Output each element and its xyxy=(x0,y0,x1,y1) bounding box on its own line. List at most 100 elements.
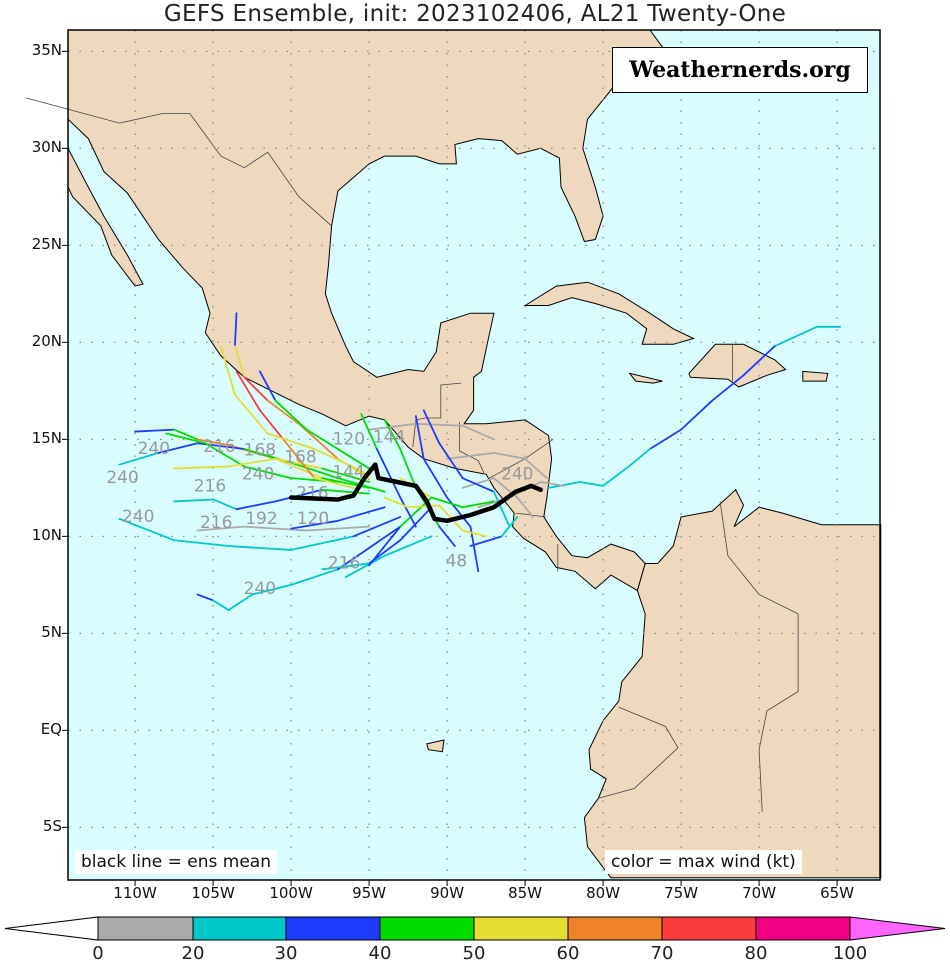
colorbar-bin-20-30 xyxy=(192,916,287,941)
ensemble-member-track xyxy=(383,496,487,538)
lon-label: 85W xyxy=(508,884,543,902)
colorbar-label: 60 xyxy=(556,943,580,964)
colorbar-label: 80 xyxy=(744,943,768,964)
map-frame xyxy=(67,29,881,881)
track-segment xyxy=(243,465,292,480)
track-segment xyxy=(235,370,261,412)
track-segment xyxy=(196,593,214,602)
track-segment xyxy=(446,452,495,460)
track-segment xyxy=(234,345,246,379)
cuba-landmass xyxy=(523,281,696,345)
track-segment xyxy=(321,488,370,495)
puerto-rico-landmass xyxy=(802,370,829,382)
track-segment xyxy=(368,422,417,431)
south-america-landmass xyxy=(583,488,882,879)
track-segment xyxy=(422,457,448,499)
lon-label: 80W xyxy=(586,884,621,902)
colorbar-bin-0-20 xyxy=(97,916,194,941)
colorbar-bin-70-80 xyxy=(661,916,757,941)
track-segment xyxy=(266,432,316,450)
ensemble-member-track xyxy=(118,516,402,551)
forecast-hour-label: 216 xyxy=(194,477,226,497)
colorbar-label: 20 xyxy=(181,943,205,964)
baja-california-landmass xyxy=(67,148,144,287)
track-segment xyxy=(461,529,487,538)
track-segment xyxy=(547,481,581,489)
track-segment xyxy=(375,448,402,499)
ensemble-member-track xyxy=(422,409,511,528)
ensemble-member-track xyxy=(290,506,386,530)
ensemble-member-track xyxy=(235,370,355,489)
lat-label: 20N xyxy=(31,332,62,351)
track-segment xyxy=(352,516,402,538)
track-segment xyxy=(461,500,495,509)
track-segment xyxy=(173,428,199,441)
forecast-hour-label: 240 xyxy=(122,507,154,527)
axis-ticks xyxy=(62,50,838,886)
lon-label: 65W xyxy=(820,884,855,902)
colorbar-bin-80-100 xyxy=(755,916,851,941)
track-segment xyxy=(461,424,495,441)
track-segment xyxy=(173,539,230,547)
colorbar-label: 40 xyxy=(368,943,392,964)
lat-label: 35N xyxy=(31,41,62,60)
track-segment xyxy=(430,496,464,509)
track-segment xyxy=(274,399,308,431)
track-segment xyxy=(461,477,495,489)
north-america-landmass xyxy=(67,29,667,592)
track-segment xyxy=(773,325,818,348)
track-segment xyxy=(274,457,324,470)
track-segment xyxy=(344,554,386,578)
lon-label: 95W xyxy=(352,884,387,902)
forecast-hour-label: 120 xyxy=(297,509,329,529)
chart-title: GEFS Ensemble, init: 2023102406, AL21 Tw… xyxy=(163,1,787,27)
galapagos-landmass xyxy=(426,739,445,753)
legend-color-note: color = max wind (kt) xyxy=(605,850,802,874)
track-segment xyxy=(234,393,269,435)
track-segment xyxy=(258,409,285,441)
jamaica-landmass xyxy=(628,372,663,384)
track-segment xyxy=(157,442,199,454)
track-segment xyxy=(407,504,441,509)
track-segment xyxy=(414,422,464,427)
track-segment xyxy=(282,438,316,480)
forecast-hour-label: 240 xyxy=(242,464,274,484)
country-border xyxy=(489,438,554,479)
track-segment xyxy=(383,535,433,557)
track-segment xyxy=(227,593,253,611)
track-segment xyxy=(165,432,207,445)
track-segment xyxy=(305,428,339,450)
track-segment xyxy=(235,500,277,511)
track-segment xyxy=(321,562,370,571)
track-segment xyxy=(399,496,417,528)
lon-label: 75W xyxy=(664,884,699,902)
track-segment xyxy=(212,498,238,511)
track-segment xyxy=(630,448,651,466)
track-segment xyxy=(336,506,386,522)
colorbar-label: 30 xyxy=(274,943,298,964)
forecast-hour-label: 216 xyxy=(200,513,232,533)
forecast-hour-label: 240 xyxy=(501,464,533,484)
lon-label: 110W xyxy=(113,884,157,902)
lat-label: 5S xyxy=(42,817,62,836)
forecast-hour-label: 192 xyxy=(245,509,277,529)
colorbar-label: 50 xyxy=(462,943,486,964)
track-segment xyxy=(711,374,745,402)
mean-track-line xyxy=(288,462,543,524)
track-segment xyxy=(219,345,236,396)
track-segment xyxy=(336,448,370,470)
ensemble-member-track xyxy=(446,452,548,480)
track-segment xyxy=(134,428,175,433)
lat-label: 15N xyxy=(31,429,62,448)
track-segment xyxy=(414,415,425,460)
track-segment xyxy=(290,461,339,480)
lat-label: EQ xyxy=(40,720,62,739)
colorbar-bin-30-40 xyxy=(285,916,381,941)
track-segment xyxy=(516,496,534,518)
ensemble-member-track xyxy=(547,325,842,489)
colorbar xyxy=(4,916,946,941)
track-segment xyxy=(422,409,441,445)
forecast-hour-label: 216 xyxy=(203,437,235,457)
track-segment xyxy=(602,463,633,487)
ensemble-member-track xyxy=(219,345,370,476)
